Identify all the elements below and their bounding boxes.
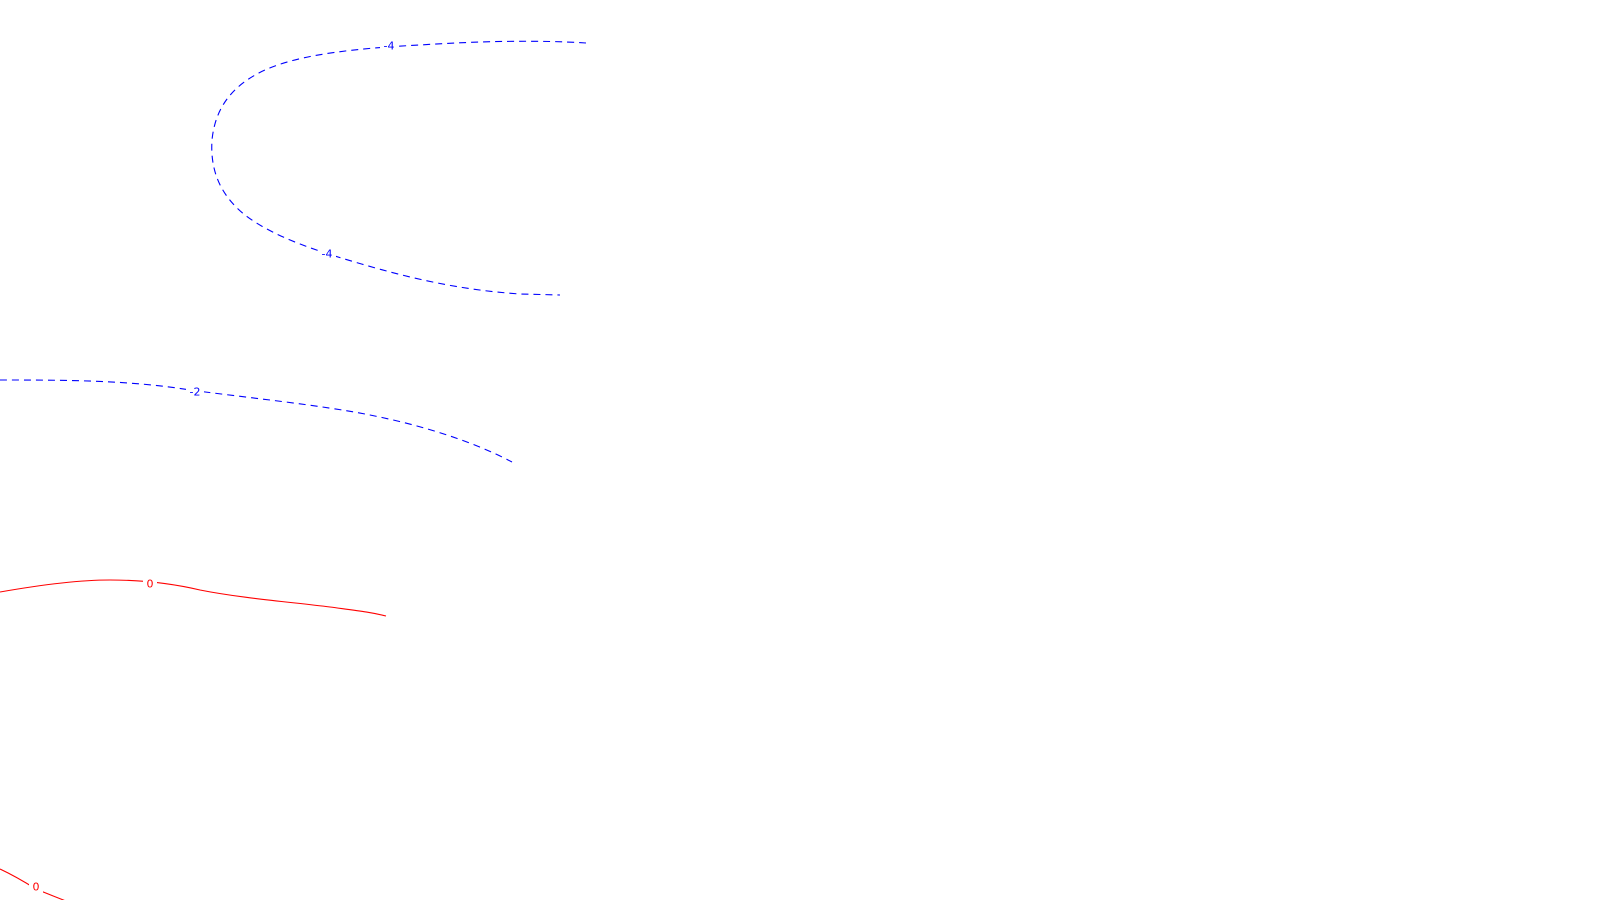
contour-label-zero-lower: 0 bbox=[33, 881, 40, 894]
contour-line-minus-4 bbox=[211, 40, 587, 296]
contour-zero-lower: 0 bbox=[0, 868, 65, 900]
contour-line-zero-upper bbox=[0, 579, 387, 617]
contour-line-minus-2 bbox=[0, 379, 513, 463]
label-zero-lower: 0 bbox=[29, 880, 43, 894]
contour-minus-2: -2 bbox=[0, 379, 513, 463]
contour-label-bottom: -4 bbox=[322, 248, 333, 261]
label-zero-upper: 0 bbox=[143, 577, 157, 591]
contour-label-minus-2: -2 bbox=[190, 386, 201, 399]
contour-label-zero-upper: 0 bbox=[147, 578, 154, 591]
label-minus-4-top: -4 bbox=[380, 39, 398, 53]
label-minus-2: -2 bbox=[186, 385, 204, 399]
contour-minus-4: -4 -4 bbox=[211, 39, 587, 296]
contour-zero-upper: 0 bbox=[0, 577, 387, 617]
label-minus-4-bottom: -4 bbox=[318, 247, 336, 261]
contour-label-top: -4 bbox=[384, 40, 395, 53]
